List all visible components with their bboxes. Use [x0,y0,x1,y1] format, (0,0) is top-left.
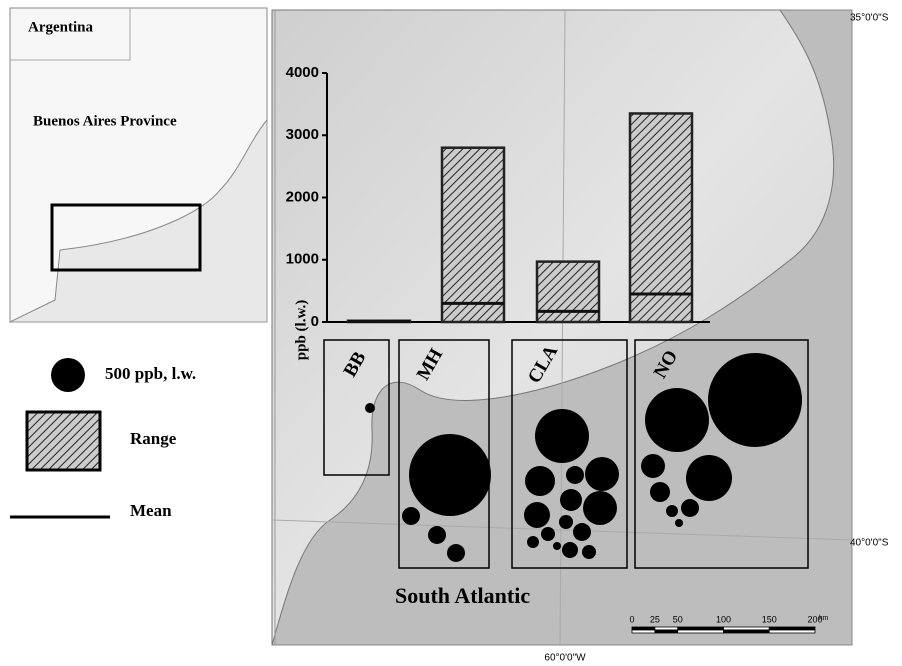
scale-tick-label: 100 [716,614,731,624]
legend-range-swatch [27,412,100,470]
bubble [562,542,578,558]
bubble [447,544,465,562]
bubble [566,466,584,484]
main-map: 35°0'0"S 40°0'0"S 60°0'0"W South Atlanti… [272,10,889,664]
bubble [573,523,591,541]
bubble [708,353,802,447]
legend-bubble [51,358,85,392]
scale-segment [655,627,678,630]
latitude-label: 35°0'0"S [850,13,889,24]
bubble [365,403,375,413]
bubble [527,536,539,548]
scale-segment [724,630,770,633]
latitude-label: 40°0'0"S [850,538,889,549]
bubble [525,466,555,496]
y-tick-label: 0 [311,313,319,330]
legend-mean-label: Mean [130,501,172,520]
bubble [675,519,683,527]
legend-bubble-label: 500 ppb, l.w. [105,364,196,383]
scale-segment [678,630,724,633]
scale-segment [632,627,655,630]
y-tick-label: 3000 [286,126,319,143]
bubble [650,482,670,502]
bubble [583,491,617,525]
range-bar [630,113,692,322]
scale-segment [724,627,770,630]
scale-segment [769,627,815,630]
bubble [686,455,732,501]
bubble [553,542,561,550]
scale-tick-label: 0 [629,614,634,624]
bubble [541,527,555,541]
bubble [666,505,678,517]
bubble [582,545,596,559]
country-label: Argentina [28,19,93,35]
bubble [559,515,573,529]
longitude-label: 60°0'0"W [544,653,586,664]
legend-range-label: Range [130,429,177,448]
bubble [641,454,665,478]
y-tick-label: 4000 [286,64,319,81]
bubble [402,507,420,525]
bubble [585,457,619,491]
scale-segment [678,627,724,630]
bubble [560,489,582,511]
bubble [535,409,589,463]
range-bar [537,262,599,322]
bubble [428,526,446,544]
bubble [645,388,709,452]
scale-tick-label: 50 [673,614,683,624]
y-axis-label: ppb (l.w.) [293,300,309,360]
scale-segment [769,630,815,633]
page: {"inset_map": {"country_label": "Argenti… [0,0,902,666]
province-label: Buenos Aires Province [33,113,177,129]
y-tick-label: 2000 [286,188,319,205]
bubble [409,434,491,516]
sea-label: South Atlantic [395,583,530,608]
scale-segment [632,630,655,633]
legend: 500 ppb, l.w. Range Mean [10,364,196,520]
scale-unit: km [819,615,829,622]
scale-tick-label: 150 [762,614,777,624]
inset-map: Argentina Buenos Aires Province [10,8,267,322]
bubble [681,499,699,517]
range-bar [442,148,504,322]
figure: Argentina Buenos Aires Province 35°0'0"S… [0,0,902,666]
bubble [524,502,550,528]
scale-tick-label: 25 [650,614,660,624]
y-tick-label: 1000 [286,251,319,268]
scale-segment [655,630,678,633]
